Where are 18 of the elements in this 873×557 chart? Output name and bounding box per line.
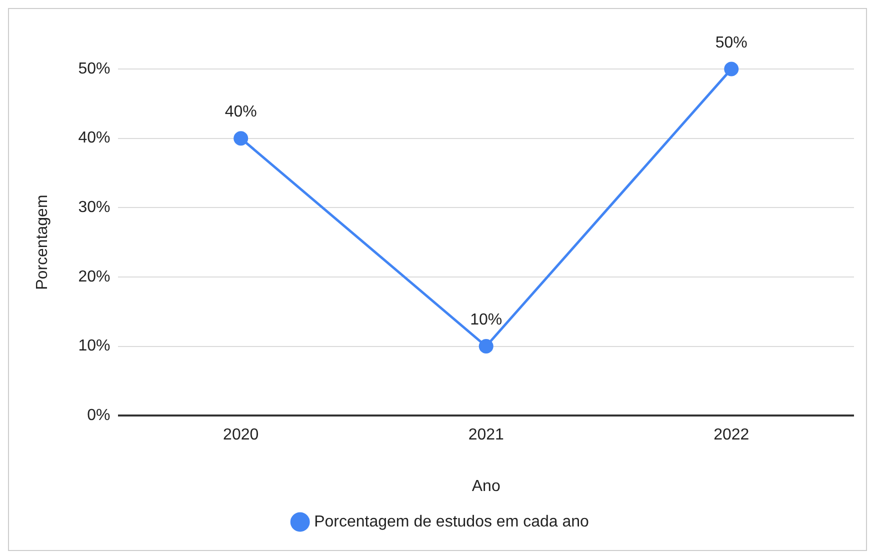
x-tick-label: 2022 bbox=[714, 426, 750, 444]
data-label: 10% bbox=[470, 312, 502, 329]
y-tick-label: 0% bbox=[87, 407, 110, 424]
point bbox=[724, 62, 739, 76]
data-label: 40% bbox=[224, 104, 257, 121]
y-axis-title: Porcentagem bbox=[34, 194, 52, 290]
y-tick-label: 30% bbox=[78, 199, 110, 216]
point bbox=[478, 339, 494, 354]
point bbox=[234, 131, 248, 146]
y-tick-label: 40% bbox=[78, 130, 110, 147]
data-label: 50% bbox=[715, 34, 748, 52]
legend-label: Porcentagem de estudos em cada ano bbox=[314, 513, 590, 530]
x-tick-label: 2020 bbox=[223, 426, 259, 444]
x-axis-title: Ano bbox=[472, 478, 500, 495]
y-tick-label: 50% bbox=[78, 60, 110, 78]
y-tick-label: 20% bbox=[78, 268, 110, 286]
x-tick-label: 2021 bbox=[468, 426, 504, 444]
y-tick-label: 10% bbox=[78, 338, 110, 355]
